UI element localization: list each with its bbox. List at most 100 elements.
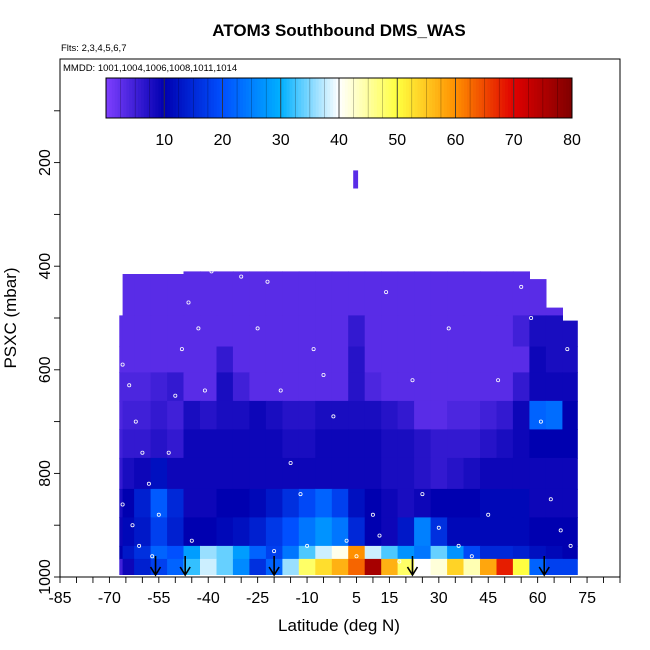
colorbar-swatch: [164, 78, 168, 118]
arrow-head: [538, 566, 550, 577]
heat-cell: [545, 372, 563, 402]
heat-cell: [249, 545, 267, 560]
heat-cell: [331, 429, 349, 459]
heat-cell: [282, 372, 300, 402]
heat-cell: [150, 372, 168, 402]
sample-point: [476, 243, 481, 248]
colorbar-swatch: [181, 78, 186, 118]
colorbar-swatch: [225, 78, 229, 118]
heat-cell: [512, 346, 530, 373]
sample-point: [446, 326, 451, 331]
x-tick-label: 30: [430, 590, 448, 607]
x-tick-label: -25: [246, 590, 269, 607]
heat-cell: [200, 488, 218, 518]
chart-title: ATOM3 Southbound DMS_WAS: [212, 21, 465, 40]
y-axis: 200 400 600 800 1000: [37, 110, 60, 595]
heat-cell: [265, 517, 283, 547]
heat-cell: [414, 488, 432, 518]
sample-points: [120, 212, 573, 564]
heat-cell: [232, 400, 250, 430]
sample-point: [496, 378, 501, 383]
sample-point: [509, 264, 514, 269]
colorbar-swatch: [190, 78, 194, 118]
heat-cell: [183, 400, 201, 430]
colorbar-swatch: [216, 78, 221, 118]
heat-cell: [414, 558, 432, 575]
heat-cell: [249, 315, 267, 348]
heat-cell: [364, 315, 382, 348]
sample-point: [538, 419, 543, 424]
colorbar-swatch: [339, 78, 343, 118]
heat-cell: [496, 315, 514, 348]
heat-cell: [232, 346, 250, 373]
heat-cell: [562, 545, 578, 560]
heat-cell: [348, 372, 366, 402]
sample-point: [410, 378, 415, 383]
heat-cell: [200, 315, 218, 348]
heat-cell: [562, 457, 578, 490]
heat-cell: [134, 372, 152, 402]
colorbar-swatch: [309, 78, 314, 118]
colorbar-swatch: [210, 78, 215, 118]
heat-cell: [562, 517, 578, 547]
colorbar-swatch: [472, 78, 477, 118]
colorbar-swatch: [539, 78, 544, 118]
heat-cell: [496, 271, 514, 316]
heat-cell: [167, 400, 185, 430]
arrow-head: [149, 566, 162, 577]
heat-cell: [265, 457, 283, 490]
heat-cell: [562, 320, 578, 348]
heat-cell: [232, 517, 250, 547]
heat-cell: [496, 429, 514, 459]
colorbar-swatch: [132, 78, 136, 118]
heat-cell: [364, 346, 382, 373]
heat-cell: [265, 400, 283, 430]
colorbar-swatch: [359, 78, 363, 118]
x-tick-label: 60: [529, 590, 547, 607]
heat-cell: [265, 372, 283, 402]
colorbar-swatch: [111, 78, 116, 118]
heat-cell: [529, 545, 547, 560]
colorbar-swatch: [184, 78, 189, 118]
colorbar-swatch: [117, 78, 122, 118]
sample-point: [133, 419, 138, 424]
y-tick-label: 200: [37, 149, 54, 176]
x-tick-label: 75: [578, 590, 596, 607]
heat-cell: [216, 315, 234, 348]
x-tick-label: -85: [48, 590, 71, 607]
heat-cell: [249, 346, 267, 373]
colorbar-swatch: [405, 78, 410, 118]
heat-cell: [232, 429, 250, 459]
x-tick-label: 5: [352, 590, 361, 607]
heat-cell: [119, 517, 124, 547]
heat-cell: [529, 457, 547, 490]
colorbar-swatch: [475, 78, 480, 118]
heat-cell: [447, 400, 465, 430]
colorbar-swatch: [411, 78, 416, 118]
sample-point: [166, 450, 171, 455]
colorbar-swatch: [140, 78, 145, 118]
heat-cell: [298, 271, 316, 316]
heat-cell: [496, 400, 514, 430]
heat-cell: [298, 315, 316, 348]
heat-cell: [496, 346, 514, 373]
arrow-head: [179, 566, 191, 577]
heat-cell: [447, 488, 465, 518]
heat-cell: [545, 545, 563, 560]
heat-cell: [119, 457, 124, 490]
heat-cell: [298, 558, 316, 575]
heat-cell: [331, 372, 349, 402]
sample-point: [140, 450, 145, 455]
heat-cell: [200, 545, 218, 560]
colorbar-swatch: [481, 78, 486, 118]
heat-cell: [463, 517, 481, 547]
colorbar-swatch: [155, 78, 159, 118]
colorbar-swatch: [263, 78, 267, 118]
colorbar-swatch: [548, 78, 553, 118]
sample-point: [249, 248, 254, 253]
heat-cell: [200, 457, 218, 490]
colorbar-swatch: [403, 78, 407, 118]
heat-cell: [430, 372, 448, 402]
colorbar-swatch: [277, 78, 282, 118]
heat-cell: [512, 372, 530, 402]
